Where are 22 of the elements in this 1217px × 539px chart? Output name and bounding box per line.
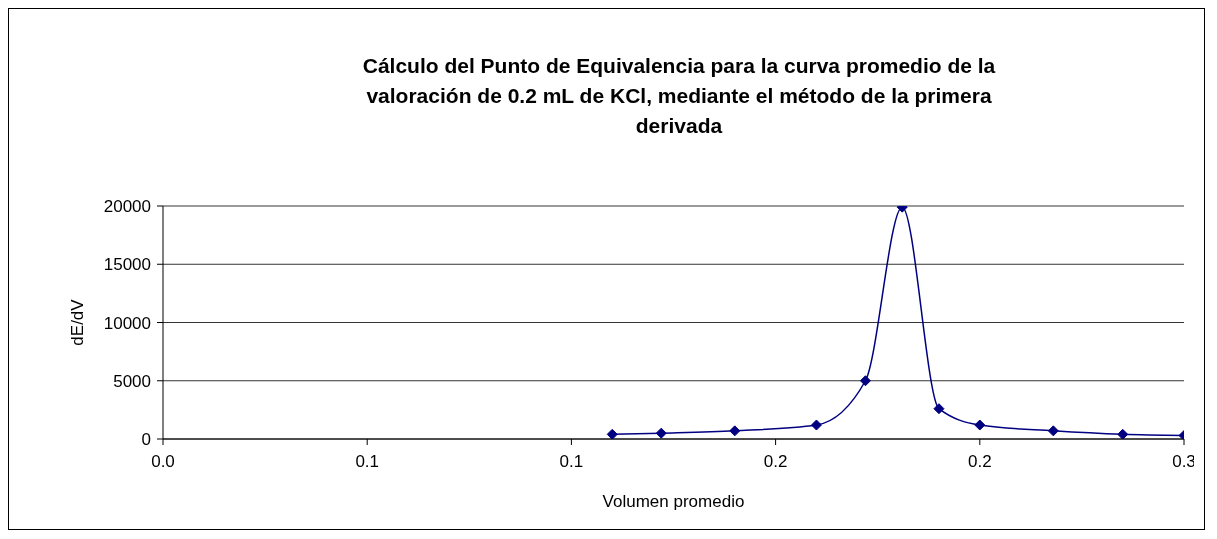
y-tick-label: 5000: [113, 371, 151, 391]
x-tick-label: 0.1: [355, 452, 380, 472]
y-tick-label: 15000: [103, 255, 151, 275]
point: [933, 403, 945, 415]
x-tick-label: 0.2: [967, 452, 992, 472]
x-axis-title: Volumen promedio: [602, 492, 745, 511]
y-axis-title: dE/dV: [68, 298, 88, 346]
point: [859, 375, 871, 387]
y-tick-label: 20000: [103, 197, 151, 217]
y-tick-label: 10000: [103, 313, 151, 333]
x-tick-label: 0.2: [763, 452, 788, 472]
y-tick-label: 0: [141, 430, 151, 450]
point: [655, 427, 667, 439]
point: [810, 419, 822, 431]
x-tick-label: 0.0: [151, 452, 175, 472]
point: [729, 425, 741, 437]
chart-title: Cálculo del Punto de Equivalencia para la curva promedio de la valoración de 0.2 mL de KCl, mediante el método de la primera derivada: [361, 53, 997, 139]
point: [1117, 428, 1129, 439]
point: [974, 419, 986, 431]
x-tick-label: 0.1: [559, 452, 584, 472]
point: [606, 428, 618, 439]
point: [1047, 425, 1059, 437]
